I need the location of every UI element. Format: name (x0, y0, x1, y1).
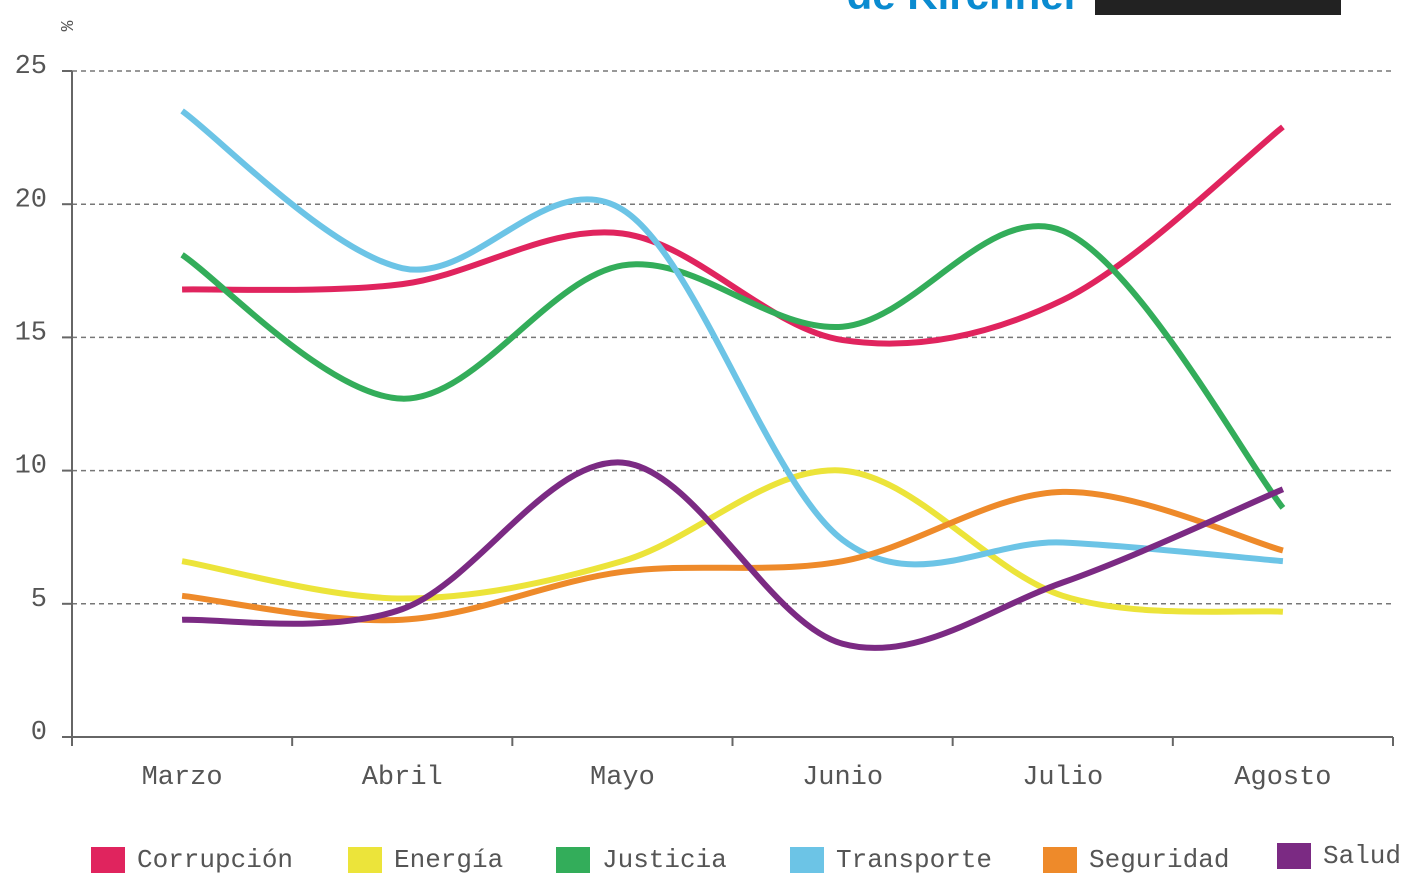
x-tick-label: Agosto (1234, 763, 1331, 793)
y-tick-label: 25 (15, 52, 47, 82)
page: de Kirchner % 0 5 10 15 20 25 Marzo Abril Mayo Ju… (0, 0, 1411, 873)
legend-label: Corrupción (137, 845, 293, 873)
legend-label: Seguridad (1089, 845, 1229, 873)
series-line (182, 492, 1283, 620)
legend-swatch (348, 847, 382, 873)
y-tick-label: 15 (15, 319, 47, 349)
y-axis-label: % (59, 20, 79, 31)
legend-swatch (790, 847, 824, 873)
chart-title: de Kirchner (847, 0, 1080, 18)
y-tick-label: 5 (31, 585, 47, 615)
legend-swatch (556, 847, 590, 873)
y-tick-label: 0 (31, 718, 47, 748)
legend-swatch (1277, 843, 1311, 869)
x-tick-label: Abril (362, 763, 443, 793)
legend-label: Salud (1323, 841, 1401, 871)
x-tick-label: Junio (802, 763, 883, 793)
photo (1095, 0, 1341, 15)
series-line (182, 470, 1283, 612)
x-tick-label: Marzo (142, 763, 223, 793)
legend-swatch (1043, 847, 1077, 873)
legend-label: Justicia (602, 845, 727, 873)
y-tick-label: 20 (15, 185, 47, 215)
x-tick-label: Mayo (590, 763, 655, 793)
y-tick-label: 10 (15, 452, 47, 482)
series-line (182, 462, 1283, 648)
series-line (182, 127, 1283, 344)
x-tick-label: Julio (1022, 763, 1103, 793)
legend-swatch (91, 847, 125, 873)
legend-label: Energía (394, 845, 503, 873)
legend-label: Transporte (836, 845, 992, 873)
chart: de Kirchner % 0 5 10 15 20 25 Marzo Abril Mayo Ju… (0, 0, 1411, 873)
